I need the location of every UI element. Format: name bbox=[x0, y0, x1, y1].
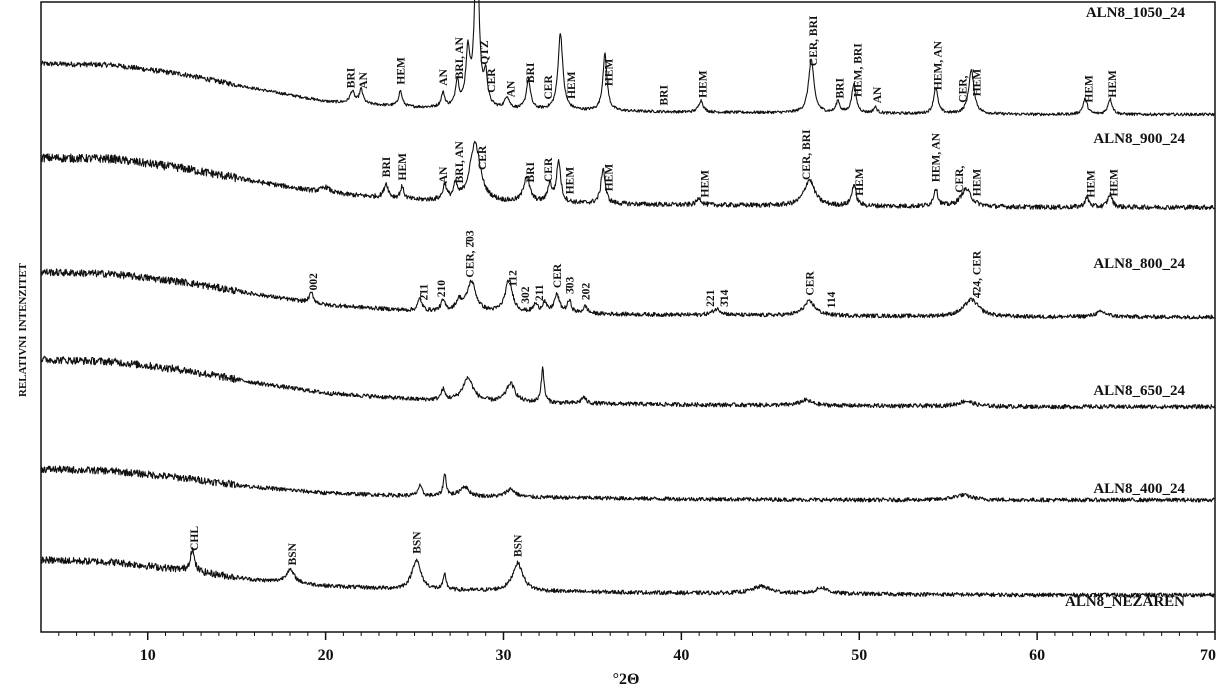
x-tick-label: 10 bbox=[140, 647, 156, 664]
peak-label-1-10: CER, BRI bbox=[801, 129, 813, 180]
series-label-5: ALN8_NEŽAREN bbox=[1065, 593, 1185, 610]
peak-label-0-4: BRI, AN bbox=[454, 36, 466, 79]
peak-label-1-6: CER bbox=[543, 157, 555, 182]
peak-label-2-2: 210 bbox=[436, 280, 448, 298]
series-label-4: ALN8_400_24 bbox=[1093, 481, 1185, 497]
peak-label-0-17: AN bbox=[872, 86, 884, 103]
series-line-0 bbox=[40, 0, 1215, 117]
peak-label-1-8: HEM bbox=[603, 164, 615, 192]
x-axis-ticks: 10 20 30 40 50 60 70 bbox=[58, 632, 1216, 664]
peak-label-1-2: AN bbox=[438, 166, 450, 183]
peak-label-2-13: 114 bbox=[826, 291, 838, 308]
peak-label-1-13: CER, bbox=[954, 166, 966, 193]
peak-label-2-7: CER bbox=[552, 263, 564, 288]
peak-label-0-11: HEM bbox=[603, 58, 615, 86]
x-tick-label: 30 bbox=[495, 647, 511, 664]
series-line-3 bbox=[40, 355, 1216, 410]
peak-label-2-11: 3̄14 bbox=[719, 289, 731, 307]
series-line-2 bbox=[40, 268, 1215, 320]
x-tick-label: 70 bbox=[1200, 647, 1216, 664]
peak-label-0-9: CER bbox=[543, 75, 555, 100]
series-traces bbox=[40, 0, 1216, 598]
peak-label-2-0: 002 bbox=[308, 273, 320, 291]
peak-label-1-11: HEM bbox=[854, 168, 866, 196]
series-label-2: ALN8_800_24 bbox=[1093, 256, 1185, 272]
x-tick-label: 20 bbox=[318, 647, 334, 664]
peak-label-1-14: HEM bbox=[972, 169, 984, 197]
x-tick-label: 40 bbox=[673, 647, 689, 664]
peak-label-0-15: BRI bbox=[835, 78, 847, 99]
peak-label-1-4: CER bbox=[477, 145, 489, 170]
x-axis-title: °2Θ bbox=[613, 671, 640, 688]
peak-label-2-12: CER bbox=[804, 271, 816, 296]
peak-label-2-8: 3̄03 bbox=[564, 277, 576, 295]
peak-label-5-3: BSN bbox=[513, 534, 525, 557]
peak-label-1-1: HEM bbox=[397, 153, 409, 181]
x-tick-label: 60 bbox=[1029, 647, 1045, 664]
x-tick-label: 50 bbox=[851, 647, 867, 664]
peak-label-0-18: HEM, AN bbox=[933, 40, 945, 90]
peak-label-1-15: HEM bbox=[1086, 170, 1098, 198]
peak-label-2-9: 202 bbox=[580, 283, 592, 301]
peak-label-2-10: 221 bbox=[705, 289, 717, 307]
peak-label-0-19: CER, bbox=[957, 75, 969, 102]
peak-label-0-6: CER bbox=[486, 68, 498, 93]
peak-label-0-10: HEM bbox=[566, 71, 578, 99]
peak-label-1-0: BRI bbox=[381, 156, 393, 177]
peak-label-0-12: BRI bbox=[659, 85, 671, 106]
peak-label-1-3: BRI, AN bbox=[454, 141, 466, 184]
peak-label-0-21: HEM bbox=[1084, 75, 1096, 103]
y-axis-title: Relativni intenzitet bbox=[13, 262, 30, 397]
peak-label-2-1: 2̄11 bbox=[418, 284, 430, 301]
peak-label-0-20: HEM bbox=[972, 69, 984, 97]
peak-label-0-2: HEM bbox=[395, 57, 407, 85]
peak-label-0-0: BRI bbox=[346, 67, 358, 88]
peak-label-0-13: HEM bbox=[698, 70, 710, 98]
peak-label-2-4: 112 bbox=[507, 270, 519, 287]
peak-label-0-3: AN bbox=[438, 68, 450, 85]
peak-label-5-1: BSN bbox=[287, 542, 299, 565]
peak-label-1-7: HEM bbox=[564, 167, 576, 195]
series-label-1: ALN8_900_24 bbox=[1093, 131, 1185, 147]
peak-label-1-5: BRI bbox=[525, 162, 537, 183]
series-label-0: ALN8_1050_24 bbox=[1086, 5, 1186, 21]
peak-label-0-7: AN bbox=[506, 80, 518, 97]
peak-label-5-2: BSN bbox=[411, 531, 423, 554]
peak-label-2-14: 4̄24, CER bbox=[972, 250, 984, 298]
peak-label-0-8: BRI bbox=[525, 62, 537, 83]
series-labels: ALN8_1050_24 ALN8_900_24 ALN8_800_24 ALN8_6… bbox=[1065, 5, 1186, 610]
series-line-1 bbox=[40, 140, 1215, 211]
series-label-3: ALN8_650_24 bbox=[1093, 383, 1185, 399]
series-line-5 bbox=[40, 547, 1215, 598]
peak-label-0-1: AN bbox=[358, 71, 370, 88]
peak-label-2-5: 302 bbox=[520, 286, 532, 304]
series-line-4 bbox=[40, 465, 1215, 503]
peak-label-1-9: HEM bbox=[700, 170, 712, 198]
peak-label-1-12: HEM, AN bbox=[931, 132, 943, 182]
peak-label-0-22: HEM bbox=[1107, 70, 1119, 98]
peak-label-1-16: HEM bbox=[1109, 169, 1121, 197]
peak-label-0-16: HEM, BRI bbox=[853, 43, 865, 97]
peak-label-0-5: QTZ bbox=[479, 40, 491, 65]
peak-label-0-14: CER, BRI bbox=[808, 15, 820, 66]
peak-label-2-3: CER, 2̄03 bbox=[465, 230, 477, 278]
peak-label-5-0: CHL bbox=[189, 526, 201, 551]
peak-label-2-6: 211 bbox=[534, 284, 546, 301]
